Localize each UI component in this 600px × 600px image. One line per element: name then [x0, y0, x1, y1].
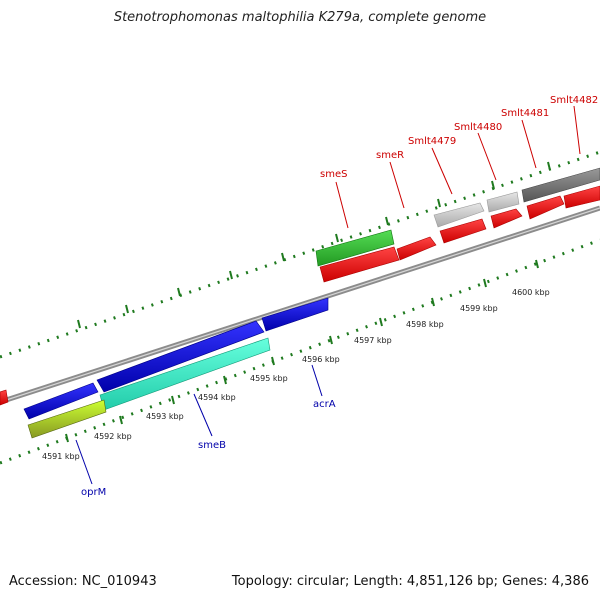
gene-red-top-5[interactable] [563, 185, 600, 209]
kbp-label: 4593 kbp [146, 412, 184, 421]
gene-red-top-2[interactable] [439, 218, 487, 244]
tick-track-outer [0, 150, 600, 359]
kbp-label: 4597 kbp [354, 336, 392, 345]
genome-summary-text: Topology: circular; Length: 4,851,126 bp… [231, 574, 589, 589]
gene-smlt4480-arrow[interactable] [486, 191, 520, 213]
kbp-label: 4600 kbp [512, 288, 550, 297]
gene-label-smes: smeS [320, 169, 347, 180]
label-pointers-blue [75, 364, 323, 485]
gene-label-smlt4480: Smlt4480 [454, 122, 502, 133]
gene-label-smlt4481: Smlt4481 [501, 108, 549, 119]
gene-smes-arrow[interactable] [315, 229, 395, 267]
gene-oprm-arrow[interactable] [27, 399, 107, 439]
gene-smlt4479-arrow[interactable] [433, 202, 485, 228]
kbp-label: 4595 kbp [250, 374, 288, 383]
kbp-label: 4592 kbp [94, 432, 132, 441]
gene-red-top-4[interactable] [526, 195, 565, 220]
gene-blue-2[interactable] [96, 320, 265, 393]
kbp-label: 4596 kbp [302, 355, 340, 364]
kbp-label: 4594 kbp [198, 393, 236, 402]
gene-label-smeb: smeB [198, 440, 226, 451]
gene-blue-3[interactable] [23, 382, 99, 420]
gene-smer-arrow[interactable] [396, 236, 437, 261]
kbp-label: 4591 kbp [42, 452, 80, 461]
map-title: Stenotrophomonas maltophilia K279a, comp… [113, 10, 487, 25]
gene-label-smer: smeR [376, 150, 404, 161]
genome-backbone [0, 205, 600, 405]
gene-red-top-0[interactable] [319, 246, 400, 283]
gene-label-acra: acrA [313, 399, 336, 410]
gene-smlt4481-arrow[interactable] [521, 167, 600, 203]
kbp-label: 4599 kbp [460, 304, 498, 313]
tick-track-inner [0, 238, 600, 465]
kbp-label: 4598 kbp [406, 320, 444, 329]
gene-red-top-3[interactable] [490, 208, 523, 229]
accession-text: Accession: NC_010943 [9, 574, 157, 589]
gene-blue-1[interactable] [261, 297, 329, 332]
gene-label-smlt4482: Smlt4482 [550, 95, 598, 106]
gene-label-smlt4479: Smlt4479 [408, 136, 456, 147]
gene-label-oprm: oprM [81, 487, 106, 498]
label-pointers-red [335, 105, 581, 229]
gene-red-left-fragment[interactable] [0, 389, 9, 406]
major-ticks [65, 161, 551, 443]
